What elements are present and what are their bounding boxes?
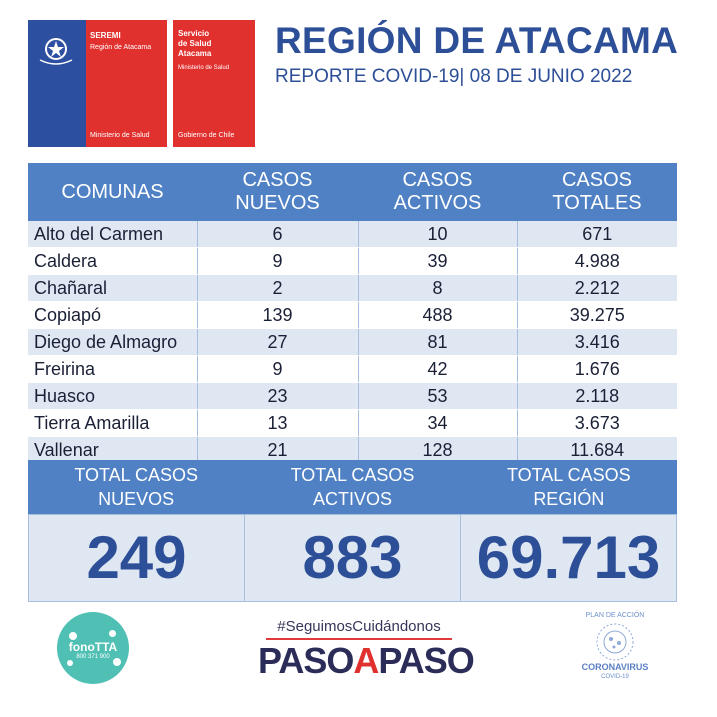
totales-cell: 4.988 bbox=[517, 247, 677, 275]
comuna-cell: Diego de Almagro bbox=[28, 328, 198, 356]
totales-cell: 2.118 bbox=[517, 382, 677, 410]
activos-cell: 34 bbox=[358, 409, 518, 437]
total-region-label: TOTAL CASOS REGIÓN bbox=[506, 465, 631, 509]
logo-blue-panel bbox=[28, 20, 86, 147]
seremi-region: Región de Atacama bbox=[90, 44, 152, 51]
table-row: Huasco 23 53 2.118 bbox=[28, 382, 677, 410]
comuna-cell: Caldera bbox=[28, 247, 198, 275]
fonotta-logo: fonoTTA 800 371 900 bbox=[57, 612, 129, 684]
totales-cell: 3.416 bbox=[517, 328, 677, 356]
comuna-cell: Tierra Amarilla bbox=[28, 409, 198, 437]
nuevos-cell: 139 bbox=[197, 301, 359, 329]
nuevos-cell: 9 bbox=[197, 247, 359, 275]
hashtag-text: #SeguimosCuidándonos bbox=[277, 618, 441, 635]
comuna-cell: Chañaral bbox=[28, 274, 198, 302]
comuna-cell: Freirina bbox=[28, 355, 198, 383]
totales-cell: 3.673 bbox=[517, 409, 677, 437]
comuna-cell: Alto del Carmen bbox=[28, 221, 198, 248]
cases-table: COMUNAS CASOS NUEVOS CASOS ACTIVOS CASOS TO… bbox=[28, 163, 677, 464]
total-region-value: 69.713 bbox=[476, 524, 661, 591]
table-header-row: COMUNAS CASOS NUEVOS CASOS ACTIVOS CASOS TO… bbox=[28, 163, 677, 221]
fono-name: fonoTTA bbox=[68, 640, 118, 654]
servicio-line1: Servicio bbox=[178, 29, 210, 38]
table-row: Chañaral 2 8 2.212 bbox=[28, 274, 677, 302]
activos-cell: 53 bbox=[358, 382, 518, 410]
totals-values: 249 883 69.713 bbox=[28, 514, 677, 602]
fono-dot-icon bbox=[67, 660, 73, 666]
servicio-ministry: Ministerio de Salud bbox=[178, 65, 230, 71]
comuna-cell: Huasco bbox=[28, 382, 198, 410]
fono-dot-icon bbox=[109, 630, 116, 637]
covid-coronavirus-label: CORONAVIRUS bbox=[581, 662, 649, 672]
table-row: Freirina 9 42 1.676 bbox=[28, 355, 677, 383]
paso-a-paso-logo: PASOAPASO bbox=[258, 640, 475, 681]
activos-cell: 39 bbox=[358, 247, 518, 275]
total-activos-value: 883 bbox=[245, 515, 461, 601]
hashtag-underline bbox=[266, 638, 452, 640]
totals-header: TOTAL CASOS NUEVOS TOTAL CASOS ACTIVOS TOT… bbox=[28, 460, 677, 514]
table-row: Diego de Almagro 27 81 3.416 bbox=[28, 328, 677, 356]
totales-cell: 1.676 bbox=[517, 355, 677, 383]
chile-crest-icon bbox=[39, 38, 73, 65]
fono-dot-icon bbox=[113, 658, 121, 666]
header-comunas: COMUNAS bbox=[28, 163, 197, 221]
servicio-line3: Atacama bbox=[178, 49, 212, 58]
total-activos-label: TOTAL CASOS ACTIVOS bbox=[290, 465, 415, 509]
fono-dot-icon bbox=[69, 632, 77, 640]
page-title: REGIÓN DE ATACAMA bbox=[275, 20, 679, 61]
coronavirus-plan-logo: PLAN DE ACCIÓN CORONAVIRUS COVID-19 bbox=[578, 612, 652, 690]
totales-cell: 671 bbox=[517, 221, 677, 248]
nuevos-cell: 21 bbox=[197, 436, 359, 464]
activos-cell: 10 bbox=[358, 221, 518, 248]
servicio-line2: de Salud bbox=[178, 39, 212, 48]
activos-cell: 8 bbox=[358, 274, 518, 302]
comuna-cell: Copiapó bbox=[28, 301, 198, 329]
nuevos-cell: 23 bbox=[197, 382, 359, 410]
table-row: Caldera 9 39 4.988 bbox=[28, 247, 677, 275]
logo-red-panel: SEREMI Región de Atacama Ministerio de S… bbox=[86, 20, 167, 147]
header-casos-nuevos: CASOS NUEVOS bbox=[197, 163, 358, 221]
nuevos-cell: 13 bbox=[197, 409, 359, 437]
nuevos-cell: 9 bbox=[197, 355, 359, 383]
table-row: Vallenar 21 128 11.684 bbox=[28, 436, 677, 464]
activos-cell: 488 bbox=[358, 301, 518, 329]
activos-cell: 42 bbox=[358, 355, 518, 383]
virus-icon bbox=[596, 623, 634, 661]
covid-plan-label: PLAN DE ACCIÓN bbox=[585, 612, 645, 619]
table-row: Copiapó 139 488 39.275 bbox=[28, 301, 677, 329]
report-subtitle: REPORTE COVID-19| 08 DE JUNIO 2022 bbox=[275, 66, 633, 87]
seremi-label: SEREMI bbox=[90, 31, 121, 40]
fono-number: 800 371 900 bbox=[76, 654, 110, 660]
seremi-logo: SEREMI Región de Atacama Ministerio de S… bbox=[28, 20, 167, 147]
total-nuevos-value: 249 bbox=[29, 515, 245, 601]
nuevos-cell: 2 bbox=[197, 274, 359, 302]
totales-cell: 2.212 bbox=[517, 274, 677, 302]
servicio-logo: Servicio de Salud Atacama Ministerio de … bbox=[173, 20, 255, 147]
servicio-government: Gobierno de Chile bbox=[178, 132, 235, 139]
activos-cell: 81 bbox=[358, 328, 518, 356]
nuevos-cell: 6 bbox=[197, 221, 359, 248]
totales-cell: 11.684 bbox=[517, 436, 677, 464]
header-casos-activos: CASOS ACTIVOS bbox=[358, 163, 517, 221]
seremi-ministry: Ministerio de Salud bbox=[90, 132, 150, 139]
table-row: Alto del Carmen 6 10 671 bbox=[28, 221, 677, 248]
totales-cell: 39.275 bbox=[517, 301, 677, 329]
covid-19-label: COVID-19 bbox=[601, 674, 629, 680]
header-casos-totales: CASOS TOTALES bbox=[517, 163, 677, 221]
nuevos-cell: 27 bbox=[197, 328, 359, 356]
total-nuevos-label: TOTAL CASOS NUEVOS bbox=[74, 465, 199, 509]
comuna-cell: Vallenar bbox=[28, 436, 198, 464]
table-row: Tierra Amarilla 13 34 3.673 bbox=[28, 409, 677, 437]
